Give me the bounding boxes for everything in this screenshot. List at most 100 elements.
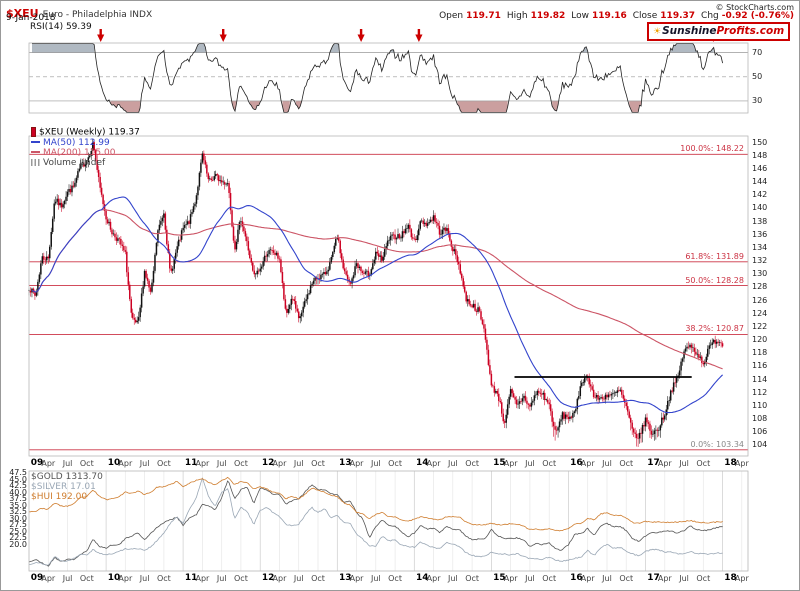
x-month-label: Jul (448, 459, 458, 468)
fib-label: 38.2%: 120.87 (685, 324, 744, 334)
line-icon (31, 141, 40, 143)
legend-label: Volume undef (43, 157, 106, 168)
rsi-oversold-fill (629, 100, 642, 113)
title-row: $XEU Euro - Philadelphia INDX (6, 2, 152, 21)
bottom-y-tick: 32.5 (9, 507, 27, 517)
main-legend: $XEU (Weekly) 119.37 MA(50) 112.99 MA(200)… (31, 127, 140, 168)
ticker-symbol: $XEU (6, 7, 39, 20)
x-year-label: 11 (184, 458, 198, 468)
x-month-label: Apr (272, 574, 287, 583)
main-y-tick: 142 (752, 190, 768, 200)
x-month-label: Jul (293, 574, 304, 583)
x-month-label: Apr (195, 459, 210, 468)
main-y-tick: 136 (752, 229, 768, 239)
x-month-label: Apr (349, 574, 364, 583)
rsi-overbought-fill (329, 43, 339, 53)
rsi-y-tick: 70 (752, 47, 763, 57)
x-month-label: Oct (79, 459, 94, 468)
legend-row: Volume undef (31, 158, 140, 168)
x-month-label: Oct (156, 459, 171, 468)
rsi-overbought-fill (670, 43, 698, 53)
legend-row: $XEU (Weekly) 119.37 (31, 127, 140, 138)
main-y-tick: 148 (752, 150, 768, 160)
x-month-label: Apr (734, 459, 749, 468)
ma50-line (31, 196, 723, 414)
x-year-label: 15 (493, 573, 506, 583)
main-y-tick: 128 (752, 282, 768, 292)
down-candle-bodies (29, 142, 724, 439)
logo-text-profits: Profits.com (716, 25, 785, 37)
up-candle-wicks (28, 139, 720, 444)
fib-label: 0.0%: 103.34 (690, 439, 744, 449)
quote-value: 119.16 (592, 11, 627, 21)
x-month-label: Jul (62, 459, 73, 468)
x-month-label: Apr (118, 459, 133, 468)
x-month-label: Oct (388, 574, 402, 583)
bottom-y-tick: 45.0 (9, 474, 27, 484)
x-month-label: Oct (311, 459, 325, 468)
bottom-y-tick: 37.5 (9, 494, 27, 504)
sun-icon: ☀ (653, 27, 662, 37)
x-month-label: Apr (272, 459, 287, 468)
x-year-label: 16 (570, 458, 583, 468)
rsi-oversold-fill (282, 100, 290, 113)
x-year-label: 18 (724, 573, 737, 583)
x-month-label: Apr (195, 574, 210, 583)
x-month-label: Oct (696, 459, 711, 468)
bottom-y-tick: 22.5 (9, 533, 27, 543)
legend-label: $GOLD 1313.70 (31, 472, 103, 482)
legend-label: $XEU (Weekly) 119.37 (39, 127, 140, 138)
x-month-label: Jul (139, 574, 150, 583)
legend-label: MA(200) 115.00 (43, 147, 116, 158)
x-month-label: Oct (234, 459, 248, 468)
main-y-tick: 132 (752, 256, 768, 266)
legend-row: MA(50) 112.99 (31, 138, 140, 148)
x-month-label: Oct (619, 574, 634, 583)
rsi-legend: RSI(14) 59.39 (30, 22, 92, 32)
x-month-label: Oct (311, 574, 325, 583)
x-month-label: Apr (657, 459, 672, 468)
bottom-legend: $GOLD 1313.70 $SILVER 17.01 $HUI 192.00 (31, 472, 103, 502)
fib-label: 100.0%: 148.22 (680, 144, 744, 154)
panel-border (28, 135, 749, 457)
main-y-tick: 122 (752, 321, 768, 331)
ma200-line (31, 209, 723, 370)
legend-row: MA(200) 115.00 (31, 148, 140, 158)
x-month-label: Oct (542, 574, 557, 583)
main-y-tick: 124 (752, 308, 768, 318)
panel-border (28, 470, 749, 572)
gold-line (28, 480, 723, 567)
fib-label: 50.0%: 128.28 (685, 275, 744, 285)
main-y-tick: 116 (752, 361, 768, 371)
x-month-label: Jul (216, 459, 227, 468)
quote-value: 119.37 (660, 11, 696, 21)
x-month-label: Apr (349, 459, 364, 468)
rsi-line (32, 43, 723, 113)
main-y-tick: 104 (752, 440, 768, 450)
x-month-label: Jul (216, 574, 227, 583)
x-month-label: Jul (602, 459, 612, 468)
main-y-tick: 118 (752, 348, 768, 358)
main-y-tick: 140 (752, 203, 768, 213)
bottom-y-tick: 20.0 (9, 540, 27, 549)
rsi-oversold-fill (457, 100, 508, 113)
bottom-y-tick: 40.0 (9, 487, 27, 497)
x-month-label: Oct (465, 574, 480, 583)
quote-label: Chg (701, 11, 719, 21)
fib-label: 61.8%: 131.89 (685, 251, 744, 261)
x-year-label: 09 (30, 573, 44, 583)
main-y-tick: 112 (752, 387, 768, 397)
rsi-oversold-fill (295, 100, 302, 109)
x-month-label: Jul (679, 459, 689, 468)
bottom-y-tick: 47.5 (9, 468, 27, 478)
bars-icon (31, 158, 40, 166)
x-month-label: Jul (525, 459, 535, 468)
quote-label: Open (439, 11, 464, 21)
main-y-tick: 130 (752, 269, 768, 279)
x-year-label: 10 (107, 458, 121, 468)
main-y-tick: 106 (752, 427, 768, 437)
x-year-label: 09 (30, 458, 44, 468)
x-year-label: 14 (416, 458, 429, 468)
legend-label: $SILVER 17.01 (31, 482, 96, 492)
